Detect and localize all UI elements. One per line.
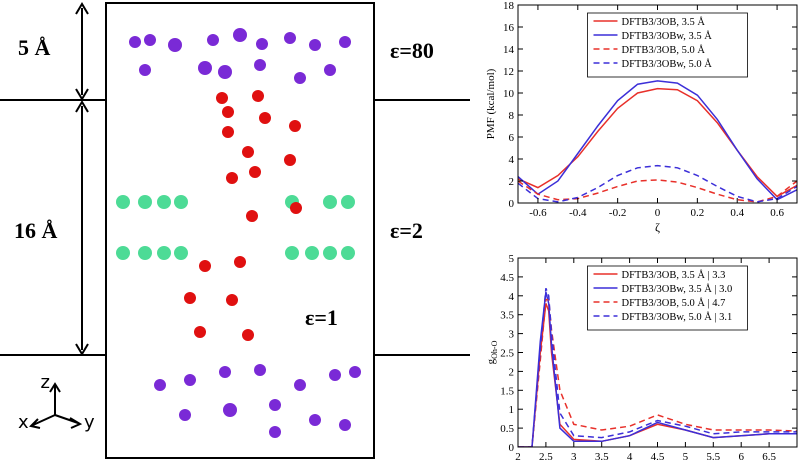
x-tick-label: 3.5 [595,451,609,463]
x-tick-label: 2.5 [539,451,553,463]
x-tick-label: -0.2 [609,207,626,219]
axis-name: y [84,412,95,433]
axes-icon [29,382,83,429]
x-tick-label: 5.5 [706,451,720,463]
y-tick-label: 1.5 [500,385,514,397]
y-tick-label: 0 [509,442,515,454]
legend-label: DFTB3/3OB, 3.5 Å [622,16,706,28]
series-line [518,87,797,198]
legend-label: DFTB3/3OBw, 5.0 Å [622,58,713,70]
legend-label: DFTB3/3OBw, 5.0 Å | 3.1 [622,311,733,323]
y-tick-label: 0.5 [500,423,514,435]
molecules [116,28,361,438]
y-axis-label: gOh-O [485,340,499,364]
axis-name: z [41,372,50,393]
x-tick-label: 2 [515,451,521,463]
y-tick-label: 1 [509,404,515,416]
wall-atoms [116,195,355,260]
dimension-label: 16 Å [14,218,58,243]
y-tick-label: 4 [509,291,515,303]
axis-name: x [18,412,29,433]
x-tick-label: 5 [683,451,689,463]
y-tick-label: 10 [503,88,515,100]
y-axis-label-text: g [485,358,497,364]
x-axis-label-text: ζ [655,220,660,234]
y-axis-label-text: PMF (kcal/mol) [485,68,497,139]
x-tick-label: 4 [627,451,633,463]
x-tick-label: -0.4 [569,207,587,219]
dielectric-label: ε=2 [390,218,423,243]
x-tick-label: 0 [655,207,661,219]
legend-label: DFTB3/3OB, 5.0 Å [622,44,706,56]
y-tick-label: 2 [509,366,515,378]
x-tick-label: 4.5 [651,451,665,463]
x-tick-label: 6.5 [762,451,776,463]
y-axis-label: PMF (kcal/mol) [485,68,497,139]
arrow-head [75,2,89,101]
dielectric-label: ε=80 [390,38,434,63]
series-line [518,298,797,447]
dimension-label: 5 Å [18,35,51,60]
x-tick-label: 0.6 [770,207,784,219]
series-line [518,164,797,203]
y-tick-label: 0 [509,198,515,210]
legend-label: DFTB3/3OB, 5.0 Å | 4.7 [622,297,726,309]
y-tick-label: 6 [509,132,515,144]
box [105,2,375,459]
y-tick-label: 4 [509,154,515,166]
series-line [518,287,797,447]
y-tick-label: 3 [509,329,515,341]
y-tick-label: 16 [503,22,515,34]
y-tick-label: 12 [503,66,514,78]
legend-box [587,12,748,78]
ions [129,28,361,438]
y-tick-label: 14 [503,44,515,56]
y-tick-label: 18 [503,0,515,12]
legend-box [587,265,748,331]
legend-label: DFTB3/3OBw, 3.5 Å | 3.0 [622,283,733,295]
series-line [518,179,797,203]
y-tick-label: 4.5 [500,272,514,284]
x-axis-label: ζ [655,220,660,234]
legend-label: DFTB3/3OBw, 3.5 Å [622,30,713,42]
oxygens [184,90,302,341]
diagram [0,2,470,459]
y-axis-label-sub: Oh-O [490,340,499,358]
x-tick-label: 0.4 [730,207,744,219]
dielectric-label: ε=1 [305,305,338,330]
arrow-head [75,100,89,356]
x-tick-label: 3 [571,451,577,463]
series-line [518,80,797,201]
legend-label: DFTB3/3OB, 3.5 Å | 3.3 [622,269,726,281]
y-tick-label: 2.5 [500,348,514,360]
y-tick-label: 8 [509,110,515,122]
y-tick-label: 3.5 [500,310,514,322]
y-tick-label: 5 [509,253,515,265]
x-tick-label: 0.2 [690,207,704,219]
x-tick-label: 6 [738,451,744,463]
x-tick-label: -0.6 [529,207,547,219]
y-tick-label: 2 [509,176,515,188]
